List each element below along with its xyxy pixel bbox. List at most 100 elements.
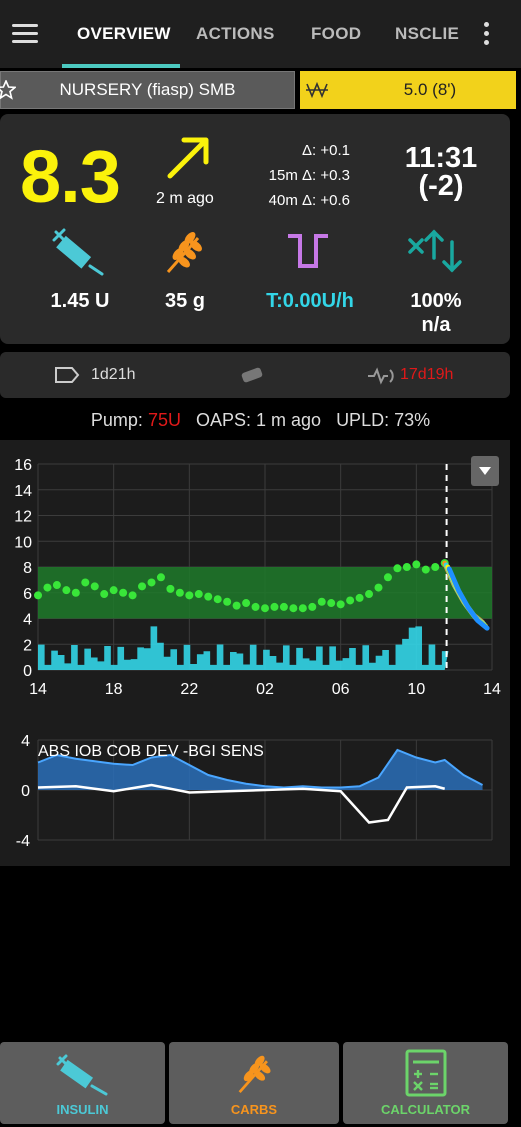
bg-point bbox=[194, 590, 203, 599]
bg-point bbox=[81, 578, 90, 587]
tab-food[interactable]: FOOD bbox=[311, 24, 362, 43]
y-tick-label: 14 bbox=[14, 483, 32, 500]
bg-point bbox=[393, 564, 402, 573]
openaps-status: OAPS: 1 m ago bbox=[195, 410, 322, 430]
clock-offset: (-2) bbox=[418, 170, 464, 202]
bg-point bbox=[119, 588, 128, 597]
bg-point bbox=[90, 582, 99, 591]
menu-icon[interactable] bbox=[12, 24, 38, 44]
bg-point bbox=[308, 602, 317, 611]
bg-point bbox=[251, 602, 260, 611]
temp-target-label: 5.0 (8') bbox=[403, 80, 457, 99]
wheat-icon bbox=[238, 1055, 271, 1093]
y-tick-label: 6 bbox=[23, 586, 32, 603]
syringe-icon bbox=[56, 1054, 108, 1096]
bg-point bbox=[128, 591, 137, 600]
bg-point bbox=[412, 560, 421, 569]
y-tick-label: 2 bbox=[23, 637, 32, 654]
bg-point bbox=[213, 595, 222, 604]
delta: Δ: +0.1 bbox=[302, 142, 350, 159]
profile-button[interactable] bbox=[0, 71, 295, 109]
x-tick-label: 18 bbox=[105, 681, 123, 698]
bg-point bbox=[242, 599, 251, 608]
temp-target-button[interactable] bbox=[300, 71, 516, 109]
bg-point bbox=[223, 597, 232, 606]
upload-status: UPLD: 73% bbox=[336, 410, 431, 430]
y-tick-label: -4 bbox=[16, 833, 30, 850]
bg-point bbox=[279, 602, 288, 611]
y-tick-label: 0 bbox=[21, 783, 30, 800]
bg-point bbox=[62, 586, 71, 595]
y-tick-label: 4 bbox=[21, 733, 30, 750]
bg-point bbox=[34, 591, 42, 600]
carbs-button-label: CARBS bbox=[230, 1102, 278, 1117]
bg-point bbox=[52, 581, 61, 590]
bg-point bbox=[43, 583, 52, 592]
tab-overview[interactable]: OVERVIEW bbox=[77, 24, 171, 43]
insulin-button-label: INSULIN bbox=[56, 1102, 109, 1117]
bg-point bbox=[109, 586, 118, 595]
x-tick-label: 10 bbox=[407, 681, 425, 698]
sensor-icon bbox=[368, 367, 394, 385]
basal-area bbox=[38, 626, 449, 670]
bg-point bbox=[71, 588, 80, 597]
bg-point bbox=[298, 604, 307, 613]
calculator-button-label: CALCULATOR bbox=[380, 1102, 471, 1117]
active-tab-indicator bbox=[62, 64, 180, 68]
pump-reservoir: 75U bbox=[147, 410, 181, 430]
y-tick-label: 0 bbox=[23, 663, 32, 680]
bg-point bbox=[346, 596, 355, 605]
bg-point bbox=[336, 600, 345, 609]
x-tick-label: 22 bbox=[180, 681, 198, 698]
bg-point bbox=[421, 565, 430, 574]
delta-40m: 40m Δ: +0.6 bbox=[268, 192, 350, 209]
star-outline-icon bbox=[0, 80, 16, 100]
aps-status: n/a bbox=[421, 314, 451, 336]
bg-point bbox=[261, 604, 269, 613]
chart-menu-button[interactable] bbox=[471, 456, 499, 486]
delta-15m: 15m Δ: +0.3 bbox=[268, 167, 350, 184]
x-tick-label: 14 bbox=[483, 681, 501, 698]
tab-actions[interactable]: ACTIONS bbox=[196, 24, 275, 43]
bg-point bbox=[289, 604, 298, 613]
calculator-icon bbox=[405, 1049, 447, 1097]
more-options-icon[interactable] bbox=[484, 22, 490, 46]
y-tick-label: 10 bbox=[14, 534, 32, 551]
x-tick-label: 14 bbox=[29, 681, 47, 698]
iob-value: 1.45 U bbox=[50, 290, 110, 312]
bg-point bbox=[374, 583, 383, 592]
x-tick-label: 02 bbox=[256, 681, 274, 698]
wheat-icon[interactable] bbox=[164, 228, 208, 274]
cannula-icon bbox=[55, 367, 80, 383]
y-tick-label: 16 bbox=[14, 457, 32, 474]
iob-line bbox=[37, 748, 484, 789]
top-app-bar bbox=[0, 0, 521, 68]
profile-label: NURSERY (fiasp) SMB bbox=[59, 80, 236, 99]
sensor-age: 17d19h bbox=[400, 366, 454, 383]
bg-point bbox=[185, 591, 194, 600]
bg-point bbox=[138, 582, 147, 591]
y-tick-label: 4 bbox=[23, 612, 32, 629]
calculator-button[interactable] bbox=[343, 1042, 508, 1124]
bg-point bbox=[270, 602, 279, 611]
carbs-button[interactable] bbox=[169, 1042, 339, 1124]
chart-legend: ABS IOB COB DEV -BGI SENS bbox=[38, 743, 264, 760]
iob-chart[interactable]: 4 0 -4 ABS IOB COB DEV -BGI SENS bbox=[0, 730, 510, 860]
cannula-age: 1d21h bbox=[91, 366, 136, 383]
iob-area bbox=[38, 750, 483, 790]
clock-time: 11:31 bbox=[404, 142, 478, 174]
syringe-icon[interactable] bbox=[52, 226, 108, 276]
x-tick-label: 06 bbox=[332, 681, 350, 698]
bg-point bbox=[327, 599, 336, 608]
bg-point bbox=[204, 592, 213, 601]
basal-rate-icon[interactable] bbox=[286, 232, 330, 272]
arrow-up-right-icon bbox=[167, 137, 209, 179]
bg-value[interactable]: 8.3 bbox=[20, 135, 121, 218]
bg-point bbox=[355, 593, 364, 602]
bg-point bbox=[175, 588, 184, 597]
bg-point bbox=[431, 563, 440, 571]
bg-point bbox=[156, 573, 165, 582]
loop-status-icon[interactable] bbox=[406, 228, 466, 276]
tab-nsclient[interactable]: NSCLIE bbox=[395, 24, 460, 43]
